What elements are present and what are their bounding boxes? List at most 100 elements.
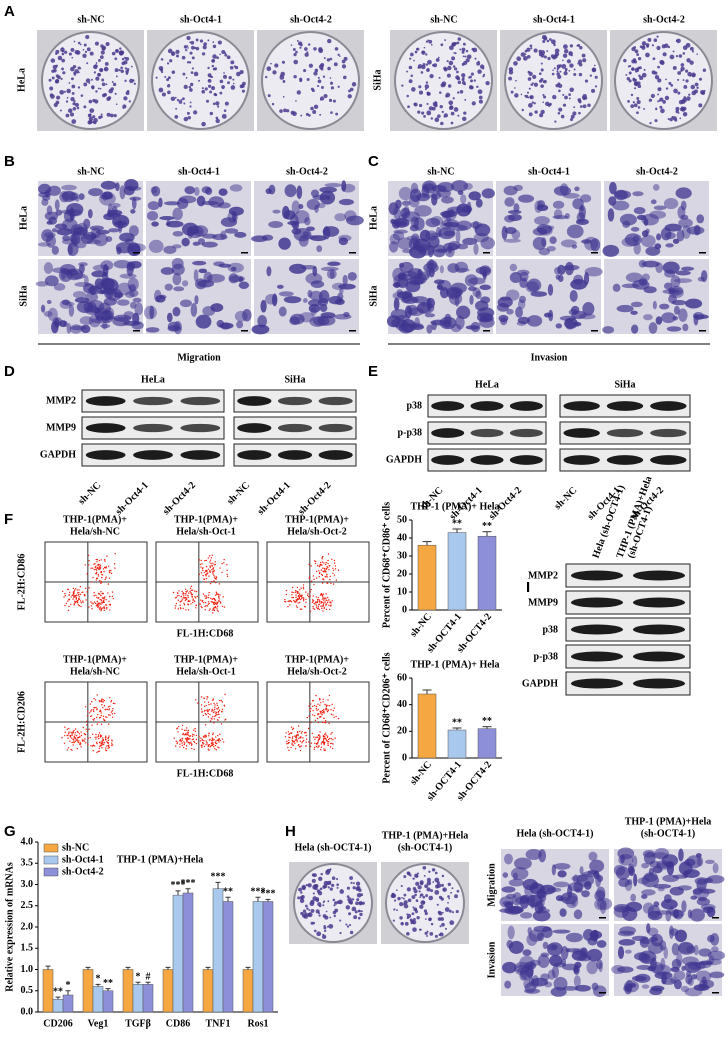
colony	[457, 37, 462, 41]
colony	[71, 91, 75, 95]
significance: #	[146, 972, 151, 983]
event	[102, 741, 104, 744]
colony	[180, 99, 183, 101]
cell-blob	[276, 284, 284, 289]
colony	[454, 42, 456, 44]
event	[109, 571, 111, 574]
event	[76, 600, 79, 602]
cell-blob	[552, 215, 568, 220]
colony	[447, 84, 452, 88]
event	[93, 601, 96, 603]
colony	[318, 914, 321, 917]
colony	[86, 47, 91, 52]
event	[110, 569, 112, 572]
event	[312, 705, 314, 708]
cell-blob	[552, 200, 565, 209]
event	[191, 738, 194, 741]
event	[190, 589, 192, 591]
event	[67, 600, 69, 602]
colony	[542, 80, 545, 83]
event	[300, 608, 303, 610]
event	[219, 567, 221, 569]
event	[212, 562, 214, 564]
colony	[313, 71, 318, 76]
event	[217, 610, 219, 612]
event	[97, 573, 100, 576]
cell-blob	[504, 226, 517, 235]
colony	[332, 898, 336, 902]
colony	[472, 47, 478, 53]
event	[188, 741, 190, 744]
event	[317, 598, 319, 601]
bar	[417, 693, 437, 759]
event	[112, 702, 115, 705]
colony	[304, 47, 308, 51]
cell-blob	[503, 238, 521, 243]
colony	[306, 78, 310, 81]
band	[180, 450, 221, 460]
colony	[293, 53, 297, 57]
event	[181, 744, 184, 747]
row-label: HeLa	[18, 206, 29, 230]
event	[211, 742, 214, 744]
significance: ***	[251, 887, 266, 898]
event	[79, 585, 82, 588]
event	[201, 711, 203, 713]
event	[309, 745, 312, 748]
colony	[191, 45, 195, 50]
colony	[224, 53, 228, 57]
event	[204, 713, 207, 715]
cell-blob	[621, 283, 640, 289]
colony	[87, 113, 92, 118]
event	[214, 748, 216, 750]
event	[70, 748, 72, 751]
event	[185, 597, 188, 599]
cell-blob	[560, 892, 578, 905]
cell-blob	[310, 280, 325, 288]
event	[213, 603, 215, 606]
colony	[63, 90, 66, 93]
event	[212, 608, 214, 610]
event	[319, 572, 321, 574]
cell-blob	[397, 272, 407, 280]
event	[308, 563, 310, 566]
colony	[202, 45, 207, 50]
cell-blob	[537, 908, 550, 913]
cell-blob	[53, 283, 66, 291]
colony	[669, 54, 675, 60]
band	[180, 396, 221, 406]
significance: **	[53, 986, 63, 997]
cell-blob	[673, 305, 680, 315]
event	[320, 710, 323, 713]
colony	[337, 85, 340, 88]
event	[322, 593, 325, 595]
event	[78, 605, 81, 607]
event	[108, 714, 110, 716]
colony	[82, 48, 85, 51]
event	[93, 568, 95, 571]
event	[211, 601, 213, 603]
colony	[84, 50, 88, 53]
cell-blob	[652, 300, 657, 310]
event	[194, 596, 196, 598]
event	[287, 746, 289, 749]
event	[215, 713, 217, 715]
event	[210, 597, 212, 600]
cell-blob	[549, 954, 563, 967]
cell-blob	[676, 952, 683, 967]
cell-blob	[573, 321, 582, 327]
colony	[274, 63, 279, 68]
colony	[686, 58, 691, 63]
cell-blob	[571, 874, 589, 882]
event	[332, 567, 334, 569]
event	[212, 698, 215, 700]
colony	[662, 100, 666, 104]
event	[299, 736, 302, 739]
event	[216, 704, 218, 707]
colony	[333, 914, 337, 918]
colony	[431, 868, 436, 872]
event	[200, 572, 203, 574]
event	[299, 608, 302, 610]
event	[331, 558, 333, 560]
cell-blob	[190, 303, 198, 317]
